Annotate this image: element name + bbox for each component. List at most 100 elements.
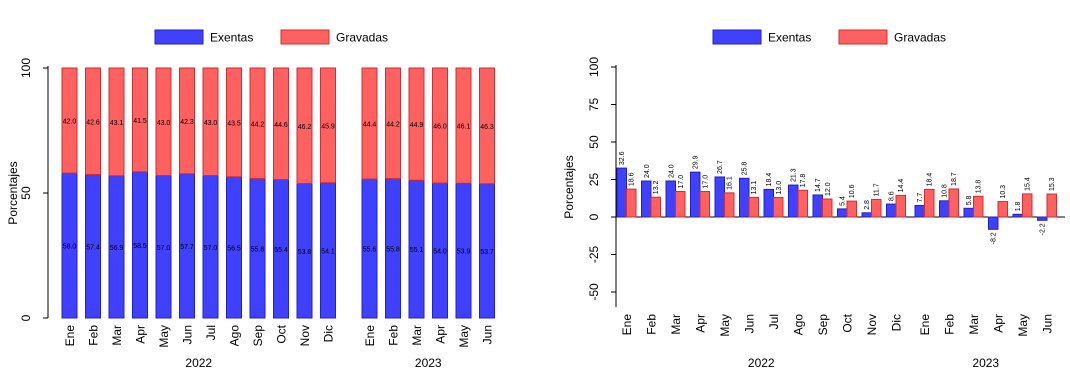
bar-exentas	[641, 180, 652, 218]
x-tick-label: Mar	[669, 314, 683, 335]
bar-gravadas	[724, 192, 735, 218]
x-tick-label: May	[457, 325, 471, 348]
x-tick-label: Ene	[620, 314, 634, 336]
bar-exentas	[788, 184, 799, 218]
legend-label: Exentas	[768, 31, 811, 45]
bar-exentas	[861, 212, 872, 218]
stacked-share-chart: Exentas Gravadas 0 50 100 Porcentajes 58.0 42.0…	[6, 29, 495, 370]
bar-gravadas	[296, 67, 313, 184]
x-tick-label: Ene	[63, 325, 77, 347]
data-label-gravadas: 13.8	[976, 180, 983, 194]
x-tick-label: Sep	[251, 325, 265, 347]
x-tick-label: Dic	[890, 314, 904, 331]
x-tick-label: Jul	[204, 325, 218, 340]
data-label-gravadas: 44.6	[274, 122, 288, 129]
legend: Exentas Gravadas	[712, 29, 946, 45]
data-label-gravadas: 46.3	[480, 124, 494, 131]
legend-swatch	[838, 29, 888, 45]
x-tick-label: Apr	[992, 314, 1006, 333]
bar-gravadas	[797, 189, 808, 218]
bar-gravadas	[871, 198, 882, 218]
x-tick-label: Feb	[387, 325, 401, 346]
data-label-exentas: 55.4	[274, 247, 288, 254]
x-tick-label: Ago	[792, 314, 806, 336]
y-tick-label: -25	[587, 246, 601, 264]
data-label-exentas: 14.7	[815, 178, 822, 192]
bar-gravadas	[155, 67, 172, 176]
data-label-gravadas: 18.7	[951, 172, 958, 186]
data-label-gravadas: 17.0	[702, 175, 709, 189]
data-label-exentas: 24.0	[644, 164, 651, 178]
x-tick-label: Mar	[410, 325, 424, 346]
data-label-exentas: 5.8	[966, 195, 973, 205]
bar-gravadas	[650, 196, 661, 218]
data-label-gravadas: 44.9	[410, 122, 424, 129]
bar-gravadas	[249, 67, 266, 179]
y-tick-label: 75	[587, 98, 601, 112]
data-label-exentas: 54.1	[321, 248, 335, 255]
bar-exentas	[939, 200, 950, 218]
growth-rate-chart: Exentas Gravadas -50 -25 0 25 50 75 100 Porcentaj…	[562, 29, 1065, 370]
bar-gravadas	[179, 67, 195, 175]
bar-gravadas	[948, 188, 959, 218]
data-label-gravadas: 13.1	[751, 181, 758, 195]
x-tick-label: Feb	[87, 325, 101, 346]
data-label-gravadas: 45.9	[321, 123, 335, 130]
bar-gravadas	[432, 67, 448, 184]
legend: Exentas Gravadas	[154, 29, 388, 45]
data-label-exentas: 56.9	[110, 245, 124, 252]
data-label-exentas: 58.0	[63, 244, 77, 251]
bar-gravadas	[1022, 193, 1033, 218]
x-tick-label: Nov	[298, 325, 312, 346]
data-label-gravadas: 11.7	[874, 183, 881, 196]
data-label-exentas: 55.8	[251, 246, 265, 253]
y-axis-label: Porcentajes	[562, 155, 576, 218]
x-tick-label: Ene	[918, 314, 932, 336]
x-tick-label: Jun	[743, 314, 757, 333]
data-label-exentas: 55.6	[363, 247, 377, 254]
y-tick-label: 0	[19, 314, 33, 321]
bar-gravadas	[273, 67, 289, 180]
x-tick-label: Jun	[481, 325, 495, 344]
y-tick-label: 100	[587, 57, 601, 77]
data-label-gravadas: 10.3	[1000, 185, 1007, 199]
legend-swatch	[154, 29, 204, 45]
data-label-gravadas: 42.6	[86, 119, 100, 126]
bar-exentas	[1037, 216, 1048, 221]
data-label-gravadas: 18.4	[927, 173, 934, 187]
group-label-2023: 2023	[972, 356, 999, 370]
bar-gravadas	[973, 195, 984, 218]
data-label-gravadas: 17.0	[678, 175, 685, 189]
bar-gravadas	[132, 67, 148, 173]
x-tick-label: Ago	[228, 325, 242, 347]
bar-gravadas	[320, 67, 336, 184]
x-tick-label: Nov	[865, 314, 879, 335]
data-label-gravadas: 15.3	[1049, 177, 1056, 191]
bar-exentas	[914, 204, 925, 218]
data-label-exentas: 1.8	[1015, 201, 1022, 211]
data-label-exentas: 5.4	[840, 196, 847, 206]
data-label-exentas: 53.8	[298, 249, 312, 256]
bar-exentas	[763, 188, 774, 218]
bars: 58.0 42.0 57.4 42.6 56.9 43.1 58.5 41.5 57.0 43.0…	[61, 67, 495, 319]
bar-gravadas	[455, 67, 472, 184]
bar-exentas	[690, 171, 701, 218]
legend-label: Gravadas	[336, 31, 388, 45]
bar-exentas	[837, 208, 848, 218]
data-label-gravadas: 42.3	[180, 119, 194, 126]
data-label-exentas: 57.0	[204, 245, 218, 252]
data-label-exentas: 26.7	[717, 160, 724, 174]
bar-gravadas	[699, 191, 710, 218]
data-label-gravadas: 18.6	[629, 172, 636, 186]
x-tick-label: Mar	[967, 314, 981, 335]
bar-exentas	[739, 177, 750, 218]
data-label-exentas: 55.1	[410, 247, 424, 254]
x-tick-label: Apr	[434, 325, 448, 344]
group-label-2022: 2022	[185, 356, 212, 370]
bar-gravadas	[773, 197, 784, 218]
y-tick-label: 25	[587, 173, 601, 187]
bar-exentas	[714, 176, 725, 218]
x-tick-label: Jun	[181, 325, 195, 344]
data-label-exentas: 10.8	[942, 184, 949, 198]
